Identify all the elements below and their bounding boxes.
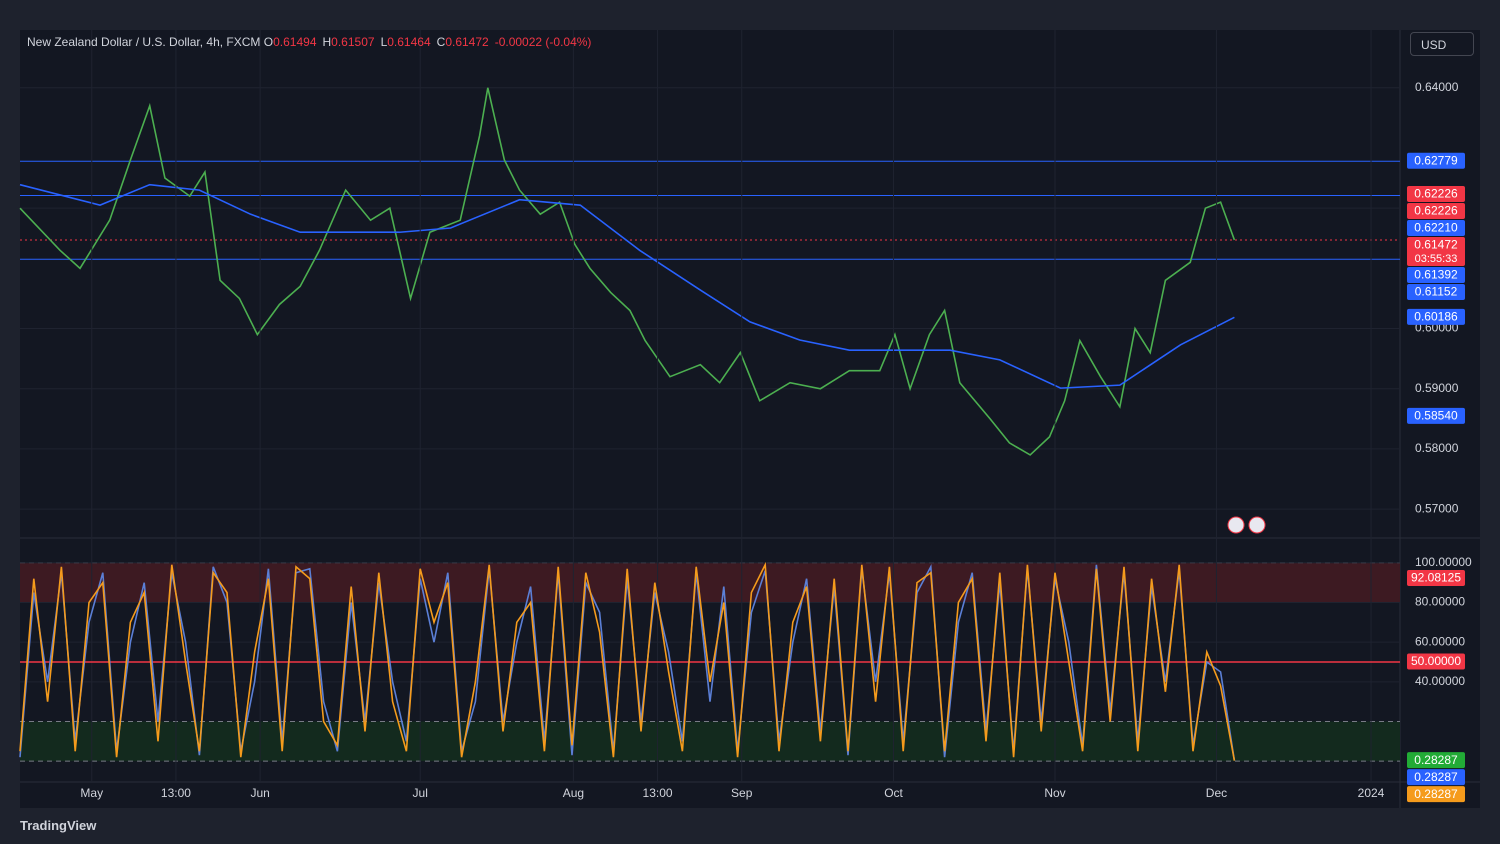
- price-tag-sublabel: 03:55:33: [1415, 253, 1458, 265]
- event-flag[interactable]: [1227, 516, 1245, 534]
- price-tag-bg: [1407, 769, 1465, 786]
- price-tag: 92.08125: [1407, 570, 1465, 587]
- legend-header: New Zealand Dollar / U.S. Dollar, 4h, FX…: [27, 35, 597, 49]
- symbol: New Zealand Dollar / U.S. Dollar, 4h, FX…: [27, 35, 261, 49]
- x-tick-label: Sep: [731, 786, 753, 800]
- y-tick-label: 0.57000: [1415, 501, 1459, 515]
- y-tick-label: 0.58000: [1415, 441, 1459, 455]
- plot-layers: 0.570000.580000.590000.600000.620000.640…: [19, 30, 1472, 803]
- price-tag-bg: [1407, 237, 1465, 267]
- price-tag-label: 0.28287: [1414, 787, 1458, 801]
- price-tag-bg: [1407, 203, 1465, 220]
- currency-button[interactable]: USD: [1410, 32, 1474, 56]
- ohlc-value: 0.61507: [331, 35, 375, 49]
- price-tag: 0.62779: [1407, 152, 1465, 169]
- brand-logo[interactable]: TradingView: [20, 818, 97, 833]
- price-tag-bg: [1407, 186, 1465, 203]
- y-tick-label: 100.00000: [1415, 555, 1472, 569]
- zone: [20, 721, 1400, 762]
- price-tag-label: 0.62226: [1414, 204, 1458, 218]
- x-tick-label: Jun: [250, 786, 269, 800]
- price-tag-label: 0.62210: [1414, 221, 1458, 235]
- price-tag: 0.61392: [1407, 267, 1465, 284]
- price-tag-label: 0.61152: [1415, 285, 1458, 299]
- ohlc-key: O: [263, 35, 274, 49]
- price-tag-bg: [1407, 570, 1465, 587]
- x-tick-label: Aug: [563, 786, 584, 800]
- price-tag-label: 0.58540: [1414, 409, 1458, 423]
- price-tag: 0.62226: [1407, 186, 1465, 203]
- y-tick-label: 40.00000: [1415, 674, 1465, 688]
- y-tick-label: 60.00000: [1415, 634, 1465, 648]
- y-tick-label: 0.59000: [1415, 381, 1459, 395]
- x-tick-label: Jul: [413, 786, 428, 800]
- price-tag-bg: [1407, 308, 1465, 325]
- price-tag-label: 0.28287: [1414, 753, 1458, 767]
- price-tag-bg: [1407, 407, 1465, 424]
- price-tag-label: 0.62779: [1414, 153, 1458, 167]
- ohlc-key: L: [380, 35, 388, 49]
- chart-background: [20, 30, 1480, 808]
- x-tick-label: Nov: [1044, 786, 1065, 800]
- x-tick-label: 13:00: [643, 786, 673, 800]
- x-tick-label: Dec: [1206, 786, 1227, 800]
- price-tag: 0.58540: [1407, 407, 1465, 424]
- price-tag-label: 0.61472: [1414, 238, 1458, 252]
- price-tag: 0.28287: [1407, 786, 1465, 803]
- ohlc-key: H: [322, 35, 332, 49]
- ohlc-value: 0.61464: [387, 35, 431, 49]
- price-tag: 0.62210: [1407, 220, 1465, 237]
- price-tag-label: 92.08125: [1411, 571, 1461, 585]
- y-tick-label: 80.00000: [1415, 595, 1465, 609]
- ohlc-key: C: [436, 35, 446, 49]
- price-tag-label: 50.00000: [1411, 654, 1461, 668]
- price-tag-bg: [1407, 220, 1465, 237]
- price-tag-bg: [1407, 284, 1465, 301]
- price-tag-label: 0.60186: [1414, 310, 1458, 324]
- price-tag-label: 0.28287: [1414, 770, 1458, 784]
- ohlc: O0.61494 H0.61507 L0.61464 C0.61472: [264, 35, 495, 49]
- price-tag: 0.62226: [1407, 203, 1465, 220]
- event-flag[interactable]: [1248, 516, 1266, 534]
- series-line: [19, 183, 1235, 389]
- x-tick-label: May: [80, 786, 103, 800]
- price-tag-bg: [1407, 653, 1465, 670]
- price-tag-label: 0.62226: [1414, 187, 1458, 201]
- series-line: [19, 561, 1236, 761]
- price-tag-bg: [1407, 752, 1465, 769]
- x-tick-label: 2024: [1358, 786, 1385, 800]
- price-tag: 0.61152: [1407, 284, 1465, 301]
- price-tag: 0.60186: [1407, 308, 1465, 325]
- price-tag: 0.28287: [1407, 752, 1465, 769]
- change: -0.00022 (-0.04%): [494, 35, 592, 49]
- zone: [20, 562, 1400, 603]
- price-tag-bg: [1407, 267, 1465, 284]
- price-tag-bg: [1407, 152, 1465, 169]
- ohlc-value: 0.61494: [273, 35, 317, 49]
- x-tick-label: 13:00: [161, 786, 191, 800]
- x-tick-label: Oct: [884, 786, 903, 800]
- ohlc-value: 0.61472: [445, 35, 489, 49]
- y-tick-label: 0.64000: [1415, 80, 1459, 94]
- price-tag: 50.00000: [1407, 653, 1465, 670]
- price-tag-bg: [1407, 786, 1465, 803]
- series-line: [19, 87, 1236, 456]
- price-tag: 0.28287: [1407, 769, 1465, 786]
- price-tag-label: 0.61392: [1414, 268, 1458, 282]
